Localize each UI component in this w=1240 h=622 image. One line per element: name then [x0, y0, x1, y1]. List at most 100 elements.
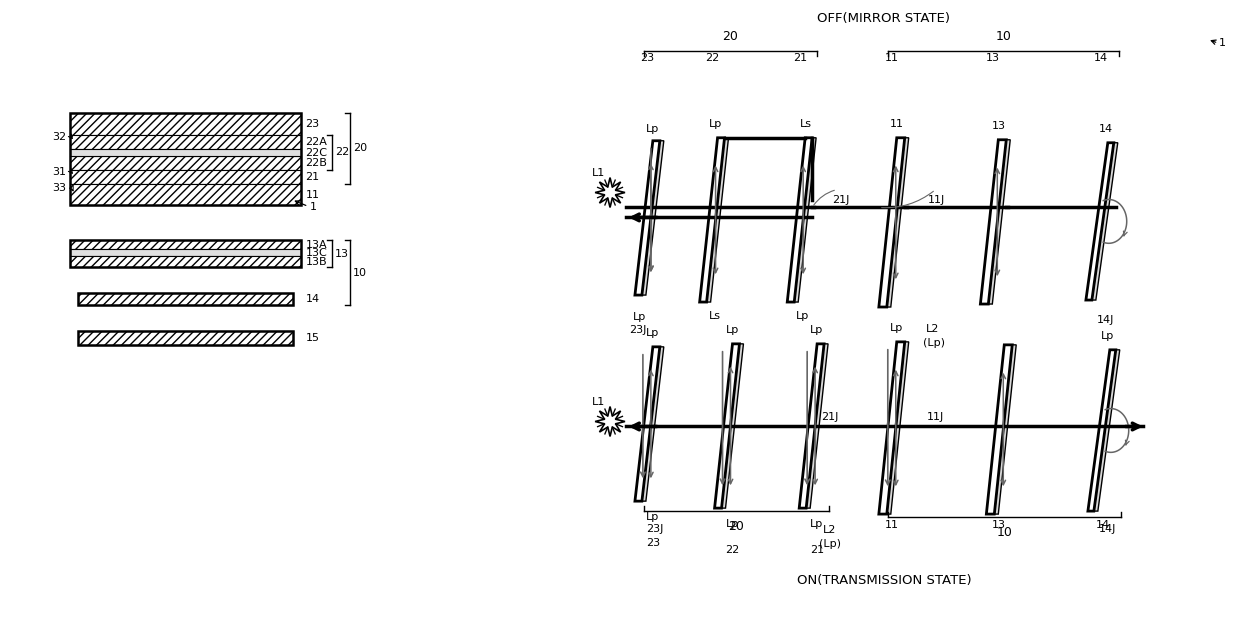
Text: Lp: Lp	[1101, 331, 1114, 341]
Text: 13: 13	[986, 53, 1001, 63]
Text: Lp: Lp	[646, 124, 660, 134]
Text: 20: 20	[723, 30, 739, 43]
Text: 1: 1	[1219, 38, 1226, 48]
Text: 20: 20	[353, 143, 367, 153]
Bar	[78, 293, 294, 305]
Text: 10: 10	[353, 267, 367, 277]
Text: 13: 13	[335, 249, 350, 259]
Text: 31: 31	[52, 167, 67, 177]
Text: 22C: 22C	[305, 147, 327, 158]
Text: Lp: Lp	[810, 519, 823, 529]
Bar	[78, 293, 294, 305]
Polygon shape	[1094, 350, 1120, 511]
Polygon shape	[988, 140, 1011, 304]
Polygon shape	[714, 344, 739, 508]
Text: 20: 20	[729, 520, 744, 533]
Text: L2: L2	[823, 525, 837, 535]
Bar	[71, 156, 301, 170]
Text: 23J: 23J	[629, 325, 646, 335]
Text: L2: L2	[925, 324, 939, 334]
Text: 14J: 14J	[1097, 315, 1115, 325]
Polygon shape	[635, 141, 660, 295]
Text: (Lp): (Lp)	[820, 539, 841, 549]
Polygon shape	[1086, 143, 1114, 300]
Text: 13A: 13A	[305, 240, 327, 250]
Text: Lp: Lp	[646, 512, 660, 522]
Text: 22B: 22B	[305, 157, 327, 168]
Text: 1: 1	[310, 203, 316, 213]
Text: 14: 14	[1096, 520, 1110, 530]
Text: Lp: Lp	[646, 328, 660, 338]
Text: Lp: Lp	[725, 519, 739, 529]
Text: 14: 14	[1099, 124, 1114, 134]
Bar	[71, 256, 301, 267]
Text: 22: 22	[335, 147, 350, 157]
Text: Lp: Lp	[796, 311, 810, 321]
Bar	[78, 331, 294, 345]
Text: 10: 10	[996, 30, 1011, 43]
Polygon shape	[794, 138, 816, 302]
Text: Lp: Lp	[708, 119, 722, 129]
Text: 11J: 11J	[928, 195, 945, 205]
Text: Lp: Lp	[632, 312, 646, 322]
Text: 22: 22	[725, 545, 740, 555]
Text: ON(TRANSMISSION STATE): ON(TRANSMISSION STATE)	[796, 574, 971, 587]
Bar	[71, 249, 301, 256]
Polygon shape	[981, 140, 1007, 304]
Bar	[71, 170, 301, 183]
Polygon shape	[879, 342, 905, 514]
Text: 23: 23	[646, 538, 660, 548]
Text: 21: 21	[810, 545, 825, 555]
Text: 14: 14	[1094, 53, 1107, 63]
Polygon shape	[699, 138, 724, 302]
Text: 13B: 13B	[305, 258, 327, 267]
Polygon shape	[986, 345, 1012, 514]
Polygon shape	[635, 347, 660, 501]
Bar	[78, 331, 294, 345]
Text: 14J: 14J	[1099, 524, 1116, 534]
Polygon shape	[806, 344, 828, 508]
Text: L1: L1	[593, 167, 605, 178]
Text: 23J: 23J	[646, 524, 663, 534]
Text: (Lp): (Lp)	[923, 338, 945, 348]
Text: 11: 11	[305, 190, 320, 200]
Text: Lp: Lp	[890, 323, 903, 333]
Bar	[71, 149, 301, 156]
Bar	[71, 240, 301, 267]
Polygon shape	[887, 342, 909, 514]
Polygon shape	[787, 138, 812, 302]
Bar	[71, 240, 301, 249]
Polygon shape	[642, 141, 663, 295]
Text: 11: 11	[890, 119, 904, 129]
Bar	[71, 183, 301, 205]
Text: Ls: Ls	[708, 311, 720, 321]
Text: 21: 21	[794, 53, 807, 63]
Text: 11: 11	[885, 520, 899, 530]
Bar	[71, 113, 301, 135]
Text: 13: 13	[991, 121, 1006, 131]
Text: 33: 33	[52, 182, 67, 193]
Text: 11: 11	[885, 53, 899, 63]
Polygon shape	[879, 138, 905, 307]
Polygon shape	[1092, 143, 1117, 300]
Text: OFF(MIRROR STATE): OFF(MIRROR STATE)	[817, 12, 950, 25]
Polygon shape	[707, 138, 729, 302]
Text: 15: 15	[305, 333, 320, 343]
Text: 32: 32	[52, 132, 67, 142]
Text: Ls: Ls	[800, 119, 812, 129]
Bar	[71, 113, 301, 205]
Polygon shape	[887, 138, 909, 307]
Text: 21J: 21J	[832, 195, 849, 205]
Text: 14: 14	[305, 294, 320, 304]
Text: 13: 13	[992, 520, 1007, 530]
Text: L1: L1	[593, 397, 605, 407]
Text: 23: 23	[305, 119, 320, 129]
Polygon shape	[642, 347, 663, 501]
Text: Lp: Lp	[810, 325, 823, 335]
Polygon shape	[722, 344, 744, 508]
Text: 21: 21	[305, 172, 320, 182]
Bar	[71, 135, 301, 149]
Text: 22: 22	[706, 53, 719, 63]
Text: 10: 10	[996, 526, 1012, 539]
Polygon shape	[994, 345, 1017, 514]
